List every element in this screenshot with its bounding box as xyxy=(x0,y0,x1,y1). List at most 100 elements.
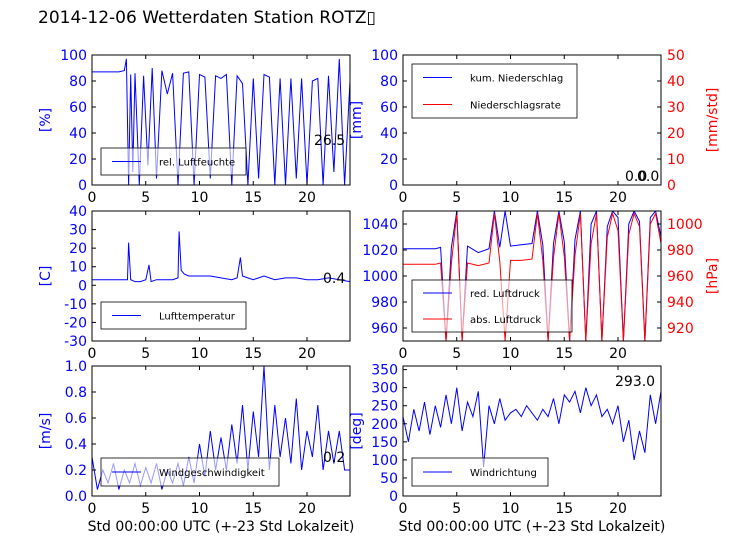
y-tick-label: 20 xyxy=(69,152,87,168)
x-tick-label: 10 xyxy=(191,501,209,517)
y-tick-label: 1020 xyxy=(362,243,398,259)
legend-box xyxy=(411,63,578,119)
x-tick-label: 10 xyxy=(502,190,520,206)
x-tick-label: 5 xyxy=(141,190,150,206)
y-right-tick-label: 980 xyxy=(667,243,694,259)
y-axis-label: [%] xyxy=(38,108,54,132)
y-right-tick-label: 10 xyxy=(667,152,685,168)
y-right-tick-label: 1000 xyxy=(667,217,703,233)
chart-humidity: 0 5 10 15 20 0 20 40 60 80 100 [%] rel. Luftfeuchte 2… xyxy=(38,48,351,206)
y-tick-label: 1000 xyxy=(362,269,398,285)
legend-windspeed: Windgeschwindigkeit xyxy=(100,457,280,487)
y-tick-label: 10 xyxy=(69,260,87,276)
x-tick-label: 5 xyxy=(452,346,461,362)
axes-frame-precip xyxy=(402,54,662,186)
series-line-humidity-0 xyxy=(92,58,350,185)
value-annotation: 0.2 xyxy=(323,450,345,466)
x-tick-label: 5 xyxy=(452,190,461,206)
x-tick-label: 15 xyxy=(555,190,573,206)
y-right-axis-label: [hPa] xyxy=(705,258,721,294)
x-tick-label: 15 xyxy=(244,190,262,206)
y-right-axis-label: [mm/std] xyxy=(705,88,721,153)
y-tick-label: 30 xyxy=(69,223,87,239)
y-tick-label: 980 xyxy=(371,295,398,311)
y-tick-label: 40 xyxy=(380,126,398,142)
y-tick-label: 150 xyxy=(371,435,398,451)
x-tick-label: 15 xyxy=(555,346,573,362)
x-axis-label: Std 00:00:00 UTC (+-23 Std Lokalzeit) xyxy=(88,519,355,535)
legend-humidity: rel. Luftfeuchte xyxy=(100,147,247,176)
axes-frame-temperature xyxy=(91,210,351,342)
x-tick-label: 10 xyxy=(502,346,520,362)
y-tick-label: 60 xyxy=(380,100,398,116)
x-tick-label: 10 xyxy=(191,346,209,362)
legend-temperature: Lufttemperatur xyxy=(100,301,247,330)
legend-entry: rel. Luftfeuchte xyxy=(159,158,235,169)
x-tick-label: 20 xyxy=(298,501,316,517)
legend-entry: kum. Niederschlag xyxy=(470,74,563,85)
y-tick-label: 100 xyxy=(371,48,398,64)
legend-entry: abs. Luftdruck xyxy=(470,315,541,326)
y-tick-label: 350 xyxy=(371,363,398,379)
x-tick-label: 5 xyxy=(141,346,150,362)
value-annotation-2: 0.0 xyxy=(637,169,659,185)
y-axis-label: [deg] xyxy=(349,412,365,449)
x-tick-label: 20 xyxy=(609,346,627,362)
y-tick-label: 1040 xyxy=(362,217,398,233)
y-tick-label: 80 xyxy=(69,74,87,90)
axes-frame-windspeed xyxy=(91,365,351,497)
y-right-tick-label: 0 xyxy=(667,178,676,194)
legend-precip: kum. Niederschlag Niederschlagsrate xyxy=(411,63,578,119)
chart-precip: 0 5 10 15 20 0 20 40 60 80 100 0 10 20 30 40 50 [mm] [mm/s… xyxy=(349,48,721,206)
y-tick-label: 20 xyxy=(69,241,87,257)
y-tick-label: 960 xyxy=(371,321,398,337)
chart-temperature: 0 5 10 15 20 -30 -20 -10 0 10 20 30 40 [C] Lufttempera… xyxy=(38,204,351,362)
y-axis-label: [C] xyxy=(38,266,54,287)
x-tick-label: 0 xyxy=(399,346,408,362)
value-annotation: 0.0 xyxy=(625,169,647,185)
y-tick-label: 100 xyxy=(60,48,87,64)
value-annotation: 26.5 xyxy=(314,133,345,149)
figure-title: 2014-12-06 Wetterdaten Station ROTZ▯ xyxy=(38,8,376,28)
y-tick-label: 20 xyxy=(380,152,398,168)
x-tick-label: 0 xyxy=(88,501,97,517)
y-tick-label: 50 xyxy=(380,471,398,487)
y-tick-label: 60 xyxy=(69,100,87,116)
y-tick-label: 200 xyxy=(371,417,398,433)
x-tick-label: 20 xyxy=(298,346,316,362)
y-tick-label: -30 xyxy=(64,334,87,350)
y-tick-label: 0.2 xyxy=(65,463,87,479)
x-tick-label: 0 xyxy=(88,346,97,362)
y-right-tick-label: 40 xyxy=(667,74,685,90)
y-tick-label: 0.6 xyxy=(65,411,87,427)
y-tick-label: 80 xyxy=(380,74,398,90)
series-line-temperature-0 xyxy=(92,231,350,283)
legend-entry: Windgeschwindigkeit xyxy=(159,468,265,479)
x-tick-label: 20 xyxy=(609,190,627,206)
axes-frame-humidity xyxy=(91,54,351,186)
y-right-tick-label: 30 xyxy=(667,100,685,116)
chart-pressure: 0 5 10 15 20 960 980 1000 1020 1040 920 940 960 980 10… xyxy=(362,210,721,362)
x-tick-label: 0 xyxy=(399,501,408,517)
legend-pressure: red. Luftdruck abs. Luftdruck xyxy=(411,279,573,333)
y-tick-label: 250 xyxy=(371,399,398,415)
x-tick-label: 15 xyxy=(244,501,262,517)
legend-entry: Lufttemperatur xyxy=(159,312,236,323)
y-tick-label: -20 xyxy=(64,315,87,331)
y-right-tick-label: 960 xyxy=(667,269,694,285)
y-tick-label: 0 xyxy=(78,178,87,194)
value-annotation: 293.0 xyxy=(615,374,655,390)
y-right-tick-label: 940 xyxy=(667,295,694,311)
x-tick-label: 15 xyxy=(555,501,573,517)
chart-windspeed: 0 5 10 15 20 0.0 0.2 0.4 0.6 0.8 1.0 [m/s] Std 00:00… xyxy=(38,359,354,535)
legend-entry: Windrichtung xyxy=(470,468,537,479)
x-tick-label: 20 xyxy=(609,501,627,517)
y-tick-label: 0.0 xyxy=(65,489,87,505)
series-line-winddir-0 xyxy=(403,387,661,468)
y-tick-label: 0 xyxy=(389,178,398,194)
y-tick-label: 0.4 xyxy=(65,437,87,453)
y-tick-label: 300 xyxy=(371,381,398,397)
y-right-tick-label: 20 xyxy=(667,126,685,142)
